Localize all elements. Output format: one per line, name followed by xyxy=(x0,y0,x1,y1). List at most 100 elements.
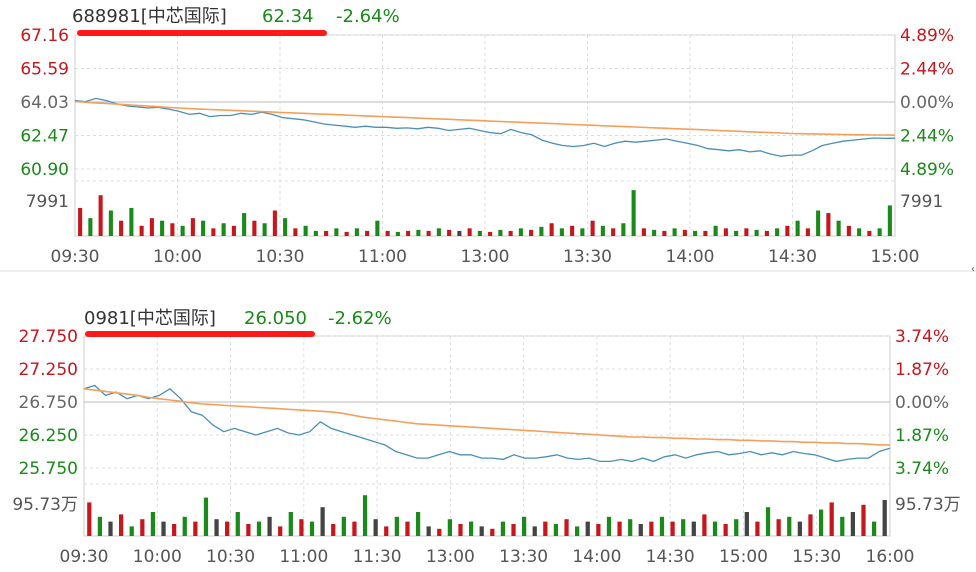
y-left-label: 67.16 xyxy=(20,26,69,46)
volume-max-label-right: 95.73万 xyxy=(895,495,961,515)
volume-bar xyxy=(180,225,185,236)
volume-bar xyxy=(652,229,657,236)
volume-bar xyxy=(600,225,605,236)
volume-bar xyxy=(871,521,877,536)
x-tick-label: 10:00 xyxy=(133,547,182,567)
volume-bar xyxy=(447,229,452,236)
volume-bar xyxy=(887,205,892,236)
volume-bar xyxy=(344,231,349,236)
volume-bar xyxy=(702,514,707,536)
volume-bar xyxy=(161,521,166,536)
volume-bar xyxy=(354,228,359,236)
volume-bar xyxy=(129,526,134,536)
volume-bar xyxy=(829,502,834,536)
y-right-label: 2.44% xyxy=(900,60,954,80)
x-tick-label: 13:30 xyxy=(499,547,548,567)
volume-bar xyxy=(272,210,277,236)
volume-bar xyxy=(488,231,493,236)
volume-bar xyxy=(797,521,802,536)
volume-bar xyxy=(529,229,534,236)
volume-bar xyxy=(682,229,687,236)
scroll-arrow-icon[interactable]: ‹ xyxy=(971,264,975,275)
x-tick-label: 09:30 xyxy=(51,247,100,267)
volume-bar xyxy=(585,521,590,536)
volume-bar xyxy=(543,521,548,536)
price-lines-2 xyxy=(83,384,891,463)
x-axis-labels-1: 09:30 10:00 10:30 11:00 13:00 13:30 14:00 14:30… xyxy=(51,247,920,267)
volume-bar xyxy=(861,504,866,536)
volume-bar xyxy=(87,502,92,536)
volume-bar xyxy=(303,225,308,236)
volume-bar xyxy=(713,225,718,236)
x-tick-label: 13:00 xyxy=(426,547,475,567)
volume-bar xyxy=(744,228,749,236)
volume-bar xyxy=(479,526,484,536)
volume-bar xyxy=(631,190,636,236)
volume-bar xyxy=(638,524,643,536)
volume-bar xyxy=(712,521,718,536)
volume-bar xyxy=(659,516,665,536)
volume-bar xyxy=(426,230,431,236)
x-tick-label: 11:00 xyxy=(358,247,407,267)
x-tick-label: 15:00 xyxy=(871,247,920,267)
y-right-label: 4.89% xyxy=(900,160,954,180)
volume-bar xyxy=(532,526,537,536)
volume-bar xyxy=(150,512,156,536)
volume-bar xyxy=(734,230,739,236)
volume-bar xyxy=(723,524,728,536)
volume-bar xyxy=(805,228,810,236)
x-tick-label: 10:00 xyxy=(153,247,202,267)
volume-bar xyxy=(498,229,503,236)
x-tick-label: 10:30 xyxy=(206,547,255,567)
volume-bar xyxy=(225,521,230,536)
volume-bar xyxy=(334,228,339,236)
volume-bar xyxy=(201,220,206,236)
y-right-label: 1.87% xyxy=(895,426,949,446)
volume-bar xyxy=(662,230,667,236)
volume-bars-2 xyxy=(87,495,887,536)
volume-bar xyxy=(458,524,463,536)
price-line xyxy=(74,97,896,157)
x-tick-label: 09:30 xyxy=(60,547,109,567)
volume-bar xyxy=(826,213,831,236)
x-tick-label: 10:30 xyxy=(256,247,305,267)
y-left-label: 27.250 xyxy=(19,360,78,380)
volume-bar xyxy=(818,509,824,536)
volume-bar xyxy=(242,213,247,236)
volume-bar xyxy=(394,516,399,536)
volume-bar xyxy=(617,521,622,536)
volume-bar xyxy=(754,229,759,236)
y-axis-labels-2: 27.750 27.250 26.750 26.250 25.750 3.74% 1.87%… xyxy=(12,327,960,515)
volume-bar xyxy=(405,521,410,536)
volume-bar xyxy=(723,228,728,236)
volume-bar xyxy=(744,512,749,536)
volume-bar xyxy=(508,230,513,236)
y-right-label: 1.87% xyxy=(895,360,949,380)
volume-bar xyxy=(857,228,862,236)
stock-code-name: 0981[中芯国际] xyxy=(84,308,216,329)
volume-bar xyxy=(416,229,421,236)
volume-bar xyxy=(621,223,626,236)
volume-bar xyxy=(611,228,616,236)
volume-bar xyxy=(703,230,708,236)
header-1: 688981[中芯国际] 62.34 -2.64% xyxy=(72,6,400,36)
volume-bar xyxy=(385,230,390,236)
volume-bar xyxy=(787,516,792,536)
volume-bar xyxy=(375,220,380,236)
volume-bar xyxy=(203,497,209,536)
volume-bar xyxy=(575,526,580,536)
volume-bar xyxy=(267,516,272,536)
volume-bar xyxy=(246,524,251,536)
volume-bar xyxy=(214,519,219,536)
x-tick-label: 15:30 xyxy=(792,547,841,567)
y-right-label: 3.74% xyxy=(895,327,949,347)
volume-bar xyxy=(129,207,134,236)
volume-bar xyxy=(795,220,800,236)
y-left-label: 26.250 xyxy=(19,426,78,446)
change-percent: -2.62% xyxy=(328,308,392,329)
x-tick-label: 11:30 xyxy=(353,547,402,567)
y-axis-labels-1: 67.16 65.59 64.03 62.47 60.90 4.89% 2.44% 0.00%… xyxy=(20,26,954,212)
volume-bar xyxy=(88,218,93,236)
volume-bar xyxy=(511,524,516,536)
y-left-label: 60.90 xyxy=(20,160,69,180)
